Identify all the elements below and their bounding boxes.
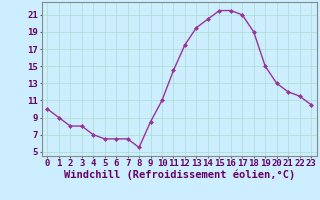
X-axis label: Windchill (Refroidissement éolien,°C): Windchill (Refroidissement éolien,°C) <box>64 170 295 180</box>
